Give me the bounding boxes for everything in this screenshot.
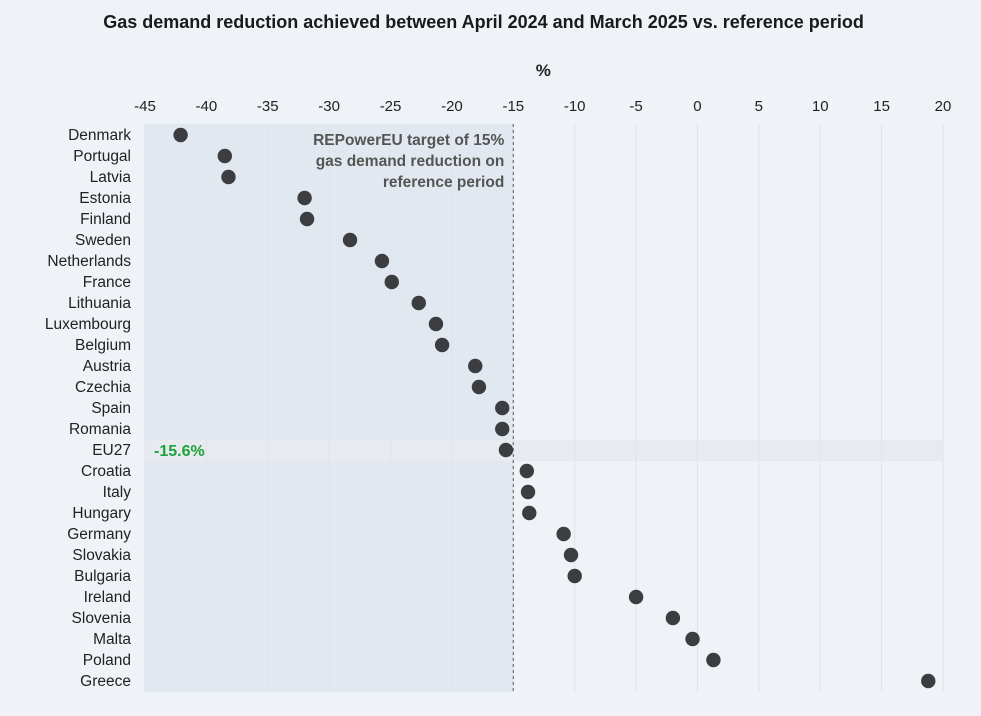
data-points <box>173 127 936 689</box>
data-point <box>520 484 536 500</box>
data-point <box>342 232 358 248</box>
category-label: Hungary <box>72 505 131 522</box>
category-label: Austria <box>83 358 132 375</box>
data-point <box>495 400 510 416</box>
x-tick-label: 10 <box>812 98 829 115</box>
data-point <box>519 463 535 479</box>
target-annotation: REPowerEU target of 15% gas demand reduct… <box>313 132 504 191</box>
data-point <box>563 547 579 563</box>
x-tick-label: -25 <box>380 98 402 115</box>
category-label: Poland <box>83 652 131 669</box>
x-tick-label: 15 <box>873 98 890 115</box>
data-point <box>434 337 450 353</box>
data-point <box>411 295 426 311</box>
data-point <box>921 673 936 689</box>
target-annotation-line: gas demand reduction on <box>316 153 505 170</box>
data-point <box>522 505 537 521</box>
category-label: Spain <box>91 400 131 417</box>
target-annotation-line: reference period <box>383 174 504 191</box>
data-point <box>495 421 510 437</box>
category-label: Germany <box>67 526 131 543</box>
category-label: Slovenia <box>72 610 132 627</box>
category-label: Ireland <box>84 589 131 606</box>
eu27-highlight-band <box>145 440 943 461</box>
data-point <box>221 169 236 185</box>
category-label: Luxembourg <box>45 316 131 333</box>
data-point <box>567 568 582 584</box>
category-label: Greece <box>80 673 131 690</box>
category-label: Romania <box>69 421 131 438</box>
data-point <box>299 211 315 227</box>
category-label: Czechia <box>75 379 131 396</box>
category-label: Slovakia <box>72 547 131 564</box>
data-point <box>217 148 232 164</box>
x-tick-label: -45 <box>134 98 156 115</box>
data-point <box>685 631 700 647</box>
data-point <box>374 253 390 269</box>
category-label: Portugal <box>73 148 131 165</box>
x-tick-label: -30 <box>318 98 340 115</box>
data-point <box>468 358 483 374</box>
data-point <box>498 442 514 458</box>
category-label: Lithuania <box>68 295 131 312</box>
chart-title: Gas demand reduction achieved between Ap… <box>103 12 864 32</box>
x-tick-label: -15 <box>502 98 524 115</box>
data-point <box>428 316 444 332</box>
data-point <box>628 589 644 605</box>
x-tick-label: -40 <box>196 98 218 115</box>
category-label: Denmark <box>68 127 131 144</box>
category-label: Bulgaria <box>74 568 131 585</box>
category-label: Croatia <box>81 463 131 480</box>
x-tick-label: 5 <box>755 98 763 115</box>
category-label: Latvia <box>90 169 132 186</box>
category-label: Finland <box>80 211 131 228</box>
x-tick-label: 0 <box>693 98 701 115</box>
category-label: France <box>83 274 131 291</box>
x-tick-label: -10 <box>564 98 586 115</box>
category-label: Estonia <box>79 190 131 207</box>
x-tick-label: 20 <box>935 98 952 115</box>
data-point <box>706 652 721 668</box>
category-label: Belgium <box>75 337 131 354</box>
category-label: Netherlands <box>47 253 131 270</box>
x-tick-label: -20 <box>441 98 463 115</box>
category-label: Sweden <box>75 232 131 249</box>
category-label: Malta <box>93 631 131 648</box>
eu27-value-label: -15.6% <box>154 443 205 460</box>
category-label: Italy <box>103 484 132 501</box>
data-point <box>665 610 681 626</box>
category-label: EU27 <box>92 442 131 459</box>
data-point <box>297 190 312 206</box>
target-annotation-line: REPowerEU target of 15% <box>313 132 504 149</box>
x-axis-label: % <box>536 61 551 80</box>
data-point <box>471 379 487 395</box>
data-point <box>384 274 399 290</box>
x-tick-label: -5 <box>629 98 642 115</box>
x-tick-label: -35 <box>257 98 279 115</box>
data-point <box>556 526 571 542</box>
category-labels: Denmark Portugal Latvia Estonia Finland Swede… <box>45 127 132 690</box>
x-axis-ticks: -45 -40 -35 -30 -25 -20 -15 -10 -5 0 5 10 15 20 <box>134 98 951 115</box>
data-point <box>173 127 188 143</box>
